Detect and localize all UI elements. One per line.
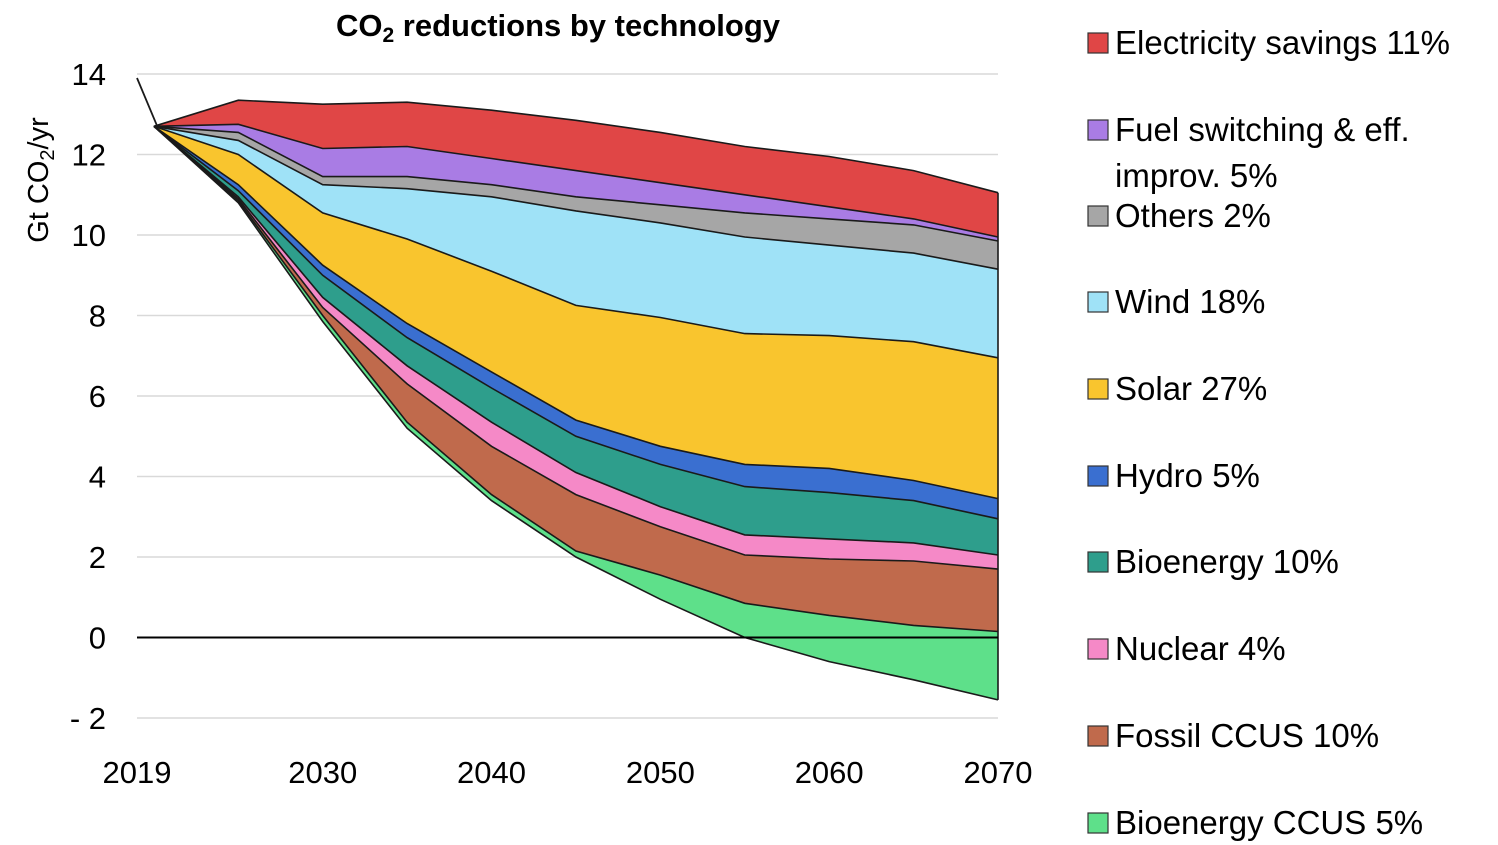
area-fuel-switching-eff-improv-5	[153, 124, 998, 241]
x-tick-label: 2070	[964, 755, 1033, 790]
legend-label: Wind 18%	[1115, 283, 1265, 320]
y-tick-label: 10	[72, 218, 106, 253]
historical-line	[136, 77, 159, 127]
y-tick-label: 8	[89, 299, 106, 334]
y-tick-label: 0	[89, 621, 106, 656]
series-top-line	[153, 125, 999, 520]
y-tick-label: 14	[72, 57, 106, 92]
x-tick-label: 2040	[457, 755, 526, 790]
series-top-line	[153, 125, 999, 633]
x-tick-label: 2019	[103, 755, 172, 790]
area-fossil-ccus-10	[153, 126, 998, 632]
series-top-line	[153, 125, 999, 570]
series-top-line	[153, 125, 999, 359]
legend-item: Solar 27%	[1087, 370, 1267, 407]
x-tick-label: 2050	[626, 755, 695, 790]
remaining-emissions-line	[153, 125, 999, 701]
series-top-line	[153, 99, 999, 194]
legend-swatch	[1087, 205, 1109, 227]
legend-swatch	[1087, 638, 1109, 660]
series-top-line	[153, 125, 999, 242]
series-top-line	[153, 123, 999, 238]
x-tick-label: 2060	[795, 755, 864, 790]
legend-swatch	[1087, 812, 1109, 834]
legend-label: Bioenergy 10%	[1115, 543, 1339, 580]
legend-swatch	[1087, 465, 1109, 487]
legend-label: Hydro 5%	[1115, 457, 1260, 494]
y-tick-label: 4	[89, 460, 106, 495]
legend-label: Fuel switching & eff.	[1115, 111, 1410, 148]
legend-swatch	[1087, 32, 1109, 54]
x-axis-ticks: 2019 2030 2040 2050 2060 2070	[103, 755, 1033, 790]
y-axis-ticks: 14 12 10 8 6 4 2 0 - 2	[70, 57, 106, 736]
legend-swatch	[1087, 291, 1109, 313]
legend-label: Nuclear 4%	[1115, 630, 1286, 667]
legend-item: Nuclear 4%	[1087, 630, 1286, 667]
x-tick-label: 2030	[288, 755, 357, 790]
y-tick-label: 2	[89, 540, 106, 575]
area-solar-27	[153, 126, 998, 499]
y-tick-label: 6	[89, 379, 106, 414]
legend-item: Bioenergy CCUS 5%	[1087, 804, 1423, 841]
legend-label: Electricity savings 11%	[1115, 24, 1450, 61]
legend-item: Bioenergy 10%	[1087, 543, 1339, 580]
series-lines	[136, 77, 999, 701]
legend-item: Fossil CCUS 10%	[1087, 717, 1379, 754]
stacked-areas	[153, 100, 998, 700]
legend-item: Fuel switching & eff. improv. 5%	[1087, 111, 1410, 194]
legend-swatch	[1087, 119, 1109, 141]
area-others-2	[153, 126, 998, 270]
area-nuclear-4	[153, 126, 998, 570]
legend-label: Others 2%	[1115, 197, 1271, 234]
area-electricity-savings-11	[153, 100, 998, 237]
area-bioenergy-ccus-5	[153, 126, 998, 700]
legend-swatch	[1087, 725, 1109, 747]
series-top-line	[153, 125, 999, 270]
chart-title: CO2 reductions by technology	[336, 8, 781, 47]
legend-item: Hydro 5%	[1087, 457, 1260, 494]
legend-item: Wind 18%	[1087, 283, 1265, 320]
legend-label: Bioenergy CCUS 5%	[1115, 804, 1423, 841]
legend: Electricity savings 11% Fuel switching & …	[1087, 24, 1450, 841]
legend-swatch	[1087, 551, 1109, 573]
legend-item: Electricity savings 11%	[1087, 24, 1450, 61]
legend-swatch	[1087, 378, 1109, 400]
series-top-line	[153, 125, 999, 500]
legend-label: improv. 5%	[1115, 157, 1278, 194]
legend-label: Fossil CCUS 10%	[1115, 717, 1379, 754]
area-wind-18	[153, 126, 998, 358]
series-top-line	[153, 125, 999, 556]
legend-label: Solar 27%	[1115, 370, 1267, 407]
legend-item: Others 2%	[1087, 197, 1271, 234]
area-bioenergy-10	[153, 126, 998, 556]
y-axis-label: Gt CO2/yr	[23, 117, 59, 243]
y-tick-label: 12	[72, 138, 106, 173]
y-tick-label: - 2	[70, 701, 106, 736]
